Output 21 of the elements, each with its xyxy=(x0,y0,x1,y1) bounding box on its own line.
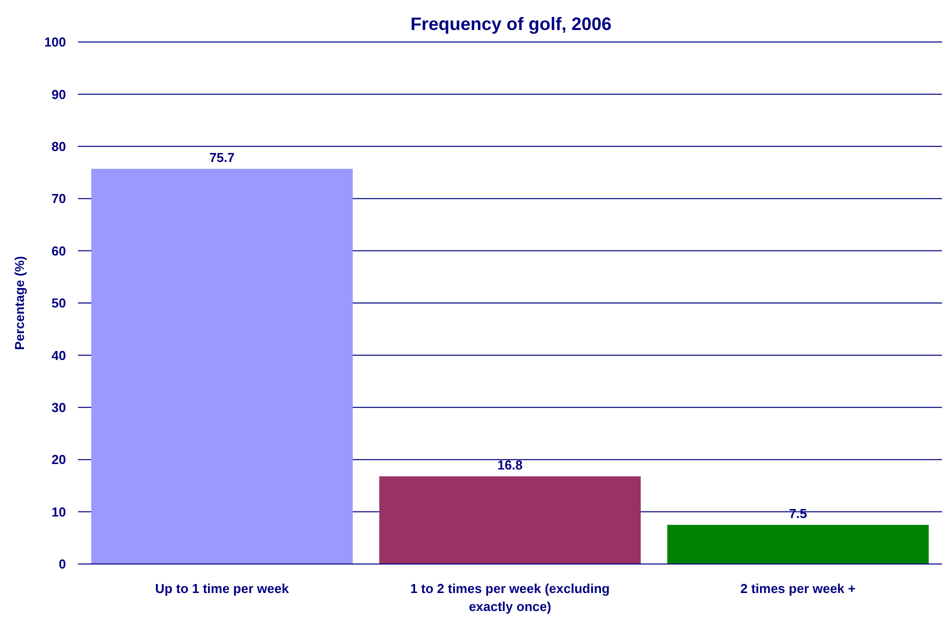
x-tick-label: 1 to 2 times per week (excluding exactly once) xyxy=(410,581,610,614)
bar xyxy=(667,524,929,564)
y-tick-label: 60 xyxy=(52,243,66,258)
y-tick-label: 10 xyxy=(52,504,66,520)
y-tick-label: 70 xyxy=(52,191,66,206)
y-tick-label: 40 xyxy=(52,348,66,363)
y-tick-label: 20 xyxy=(52,452,66,468)
bar xyxy=(379,476,641,564)
bar xyxy=(91,168,353,564)
x-tick-label: 2 times per week + xyxy=(740,581,856,596)
y-axis-title: Percentage (%) xyxy=(12,256,27,350)
chart-title: Frequency of golf, 2006 xyxy=(410,14,612,34)
data-label: 75.7 xyxy=(209,150,235,165)
y-tick-label: 50 xyxy=(52,296,66,311)
y-tick-label: 30 xyxy=(52,400,66,415)
y-tick-label: 100 xyxy=(44,34,66,50)
y-tick-label: 90 xyxy=(52,86,66,102)
y-tick-label: 0 xyxy=(58,556,66,572)
y-tick-label: 80 xyxy=(52,138,66,154)
x-tick-label: Up to 1 time per week xyxy=(155,581,290,596)
data-label: 16.8 xyxy=(497,457,523,472)
